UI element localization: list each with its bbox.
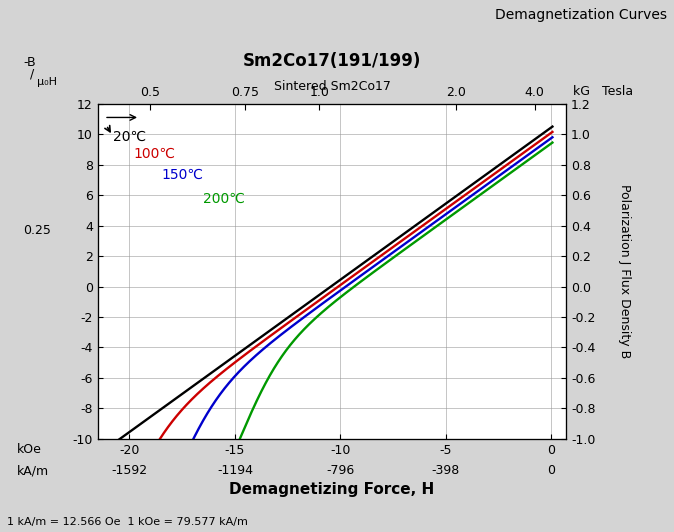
Title: Sm2Co17(191/199): Sm2Co17(191/199): [243, 53, 421, 70]
Text: -398: -398: [432, 464, 460, 477]
Text: 1 kA/m = 12.566 Oe  1 kOe = 79.577 kA/m: 1 kA/m = 12.566 Oe 1 kOe = 79.577 kA/m: [7, 517, 247, 527]
Text: 0.25: 0.25: [24, 224, 51, 237]
Y-axis label: Polarization J Flux Density B: Polarization J Flux Density B: [618, 184, 631, 359]
Text: Sintered Sm2Co17: Sintered Sm2Co17: [274, 80, 390, 93]
Text: kA/m: kA/m: [17, 464, 49, 477]
Text: 150℃: 150℃: [161, 168, 203, 182]
Text: -796: -796: [326, 464, 355, 477]
Text: 0: 0: [547, 464, 555, 477]
Text: kOe: kOe: [17, 443, 42, 456]
Text: -B: -B: [24, 56, 36, 70]
Text: Demagnetization Curves: Demagnetization Curves: [495, 8, 667, 22]
Text: μ₀H: μ₀H: [37, 77, 57, 87]
Text: 20℃: 20℃: [113, 130, 146, 144]
Text: 100℃: 100℃: [133, 147, 176, 161]
Text: -1592: -1592: [111, 464, 148, 477]
Text: kG   Tesla: kG Tesla: [573, 85, 633, 98]
Text: /: /: [30, 67, 34, 80]
X-axis label: Demagnetizing Force, H: Demagnetizing Force, H: [229, 482, 435, 497]
Text: 200℃: 200℃: [204, 192, 245, 206]
Text: -1194: -1194: [217, 464, 253, 477]
